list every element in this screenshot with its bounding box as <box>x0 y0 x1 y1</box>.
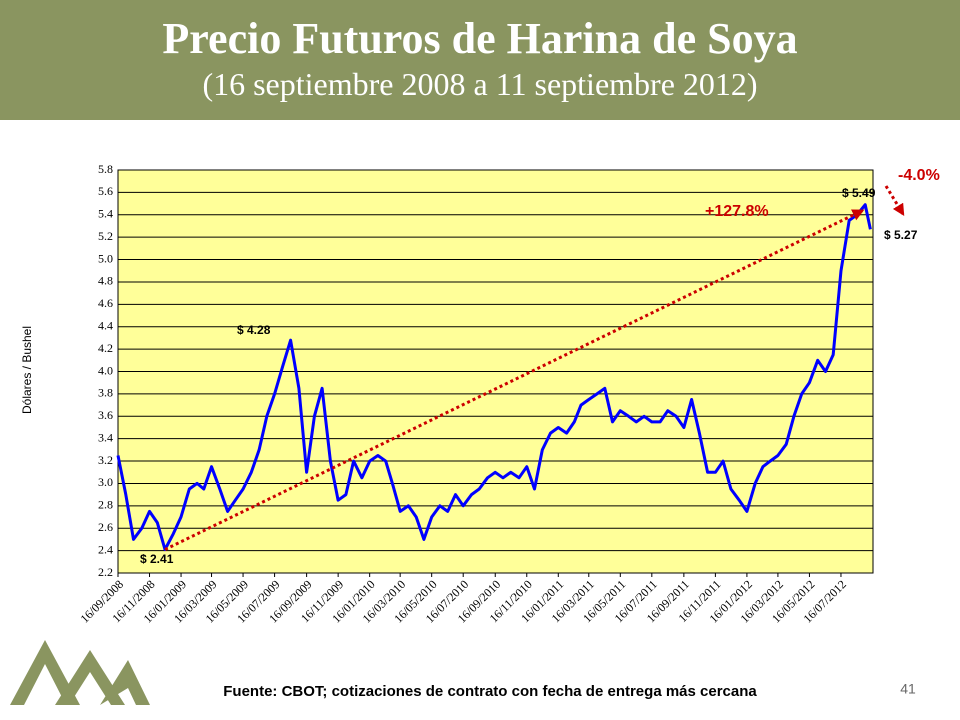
y-tick-label: 4.4 <box>98 318 113 332</box>
y-tick-label: 3.6 <box>98 408 113 422</box>
title: Precio Futuros de Harina de Soya <box>162 14 798 63</box>
y-tick-label: 3.4 <box>98 430 113 444</box>
page-number: 41 <box>900 681 916 697</box>
y-tick-label: 5.6 <box>98 184 113 198</box>
price-line <box>116 203 872 551</box>
annotation: -4.0% <box>898 167 940 184</box>
annotation: $ 4.28 <box>237 323 271 337</box>
y-tick-label: 2.2 <box>98 565 113 579</box>
y-tick-label: 2.8 <box>98 498 113 512</box>
y-tick-label: 5.2 <box>98 229 113 243</box>
y-tick-label: 5.0 <box>98 251 113 265</box>
logo <box>10 640 150 705</box>
source-note: Fuente: CBOT; cotizaciones de contrato c… <box>223 683 757 700</box>
y-tick-label: 3.2 <box>98 453 113 467</box>
y-tick-label: 2.6 <box>98 520 113 534</box>
annotation: $ 2.41 <box>140 552 174 566</box>
y-tick-label: 3.0 <box>98 475 113 489</box>
annotation: +127.8% <box>705 203 769 220</box>
subtitle: (16 septiembre 2008 a 11 septiembre 2012… <box>202 66 758 102</box>
y-tick-label: 3.8 <box>98 386 113 400</box>
header: Precio Futuros de Harina de Soya (16 sep… <box>0 0 960 120</box>
y-tick-label: 2.4 <box>98 542 113 556</box>
y-tick-label: 4.2 <box>98 341 113 355</box>
y-tick-label: 4.8 <box>98 274 113 288</box>
annotation: $ 5.49 <box>842 186 876 200</box>
y-axis-label: Dólares / Bushel <box>20 326 34 414</box>
annotation: $ 5.27 <box>884 228 918 242</box>
trend-arrow <box>884 185 905 217</box>
y-tick-label: 4.6 <box>98 296 113 310</box>
y-tick-label: 5.8 <box>98 162 113 176</box>
y-tick-label: 4.0 <box>98 363 113 377</box>
y-tick-label: 5.4 <box>98 207 113 221</box>
